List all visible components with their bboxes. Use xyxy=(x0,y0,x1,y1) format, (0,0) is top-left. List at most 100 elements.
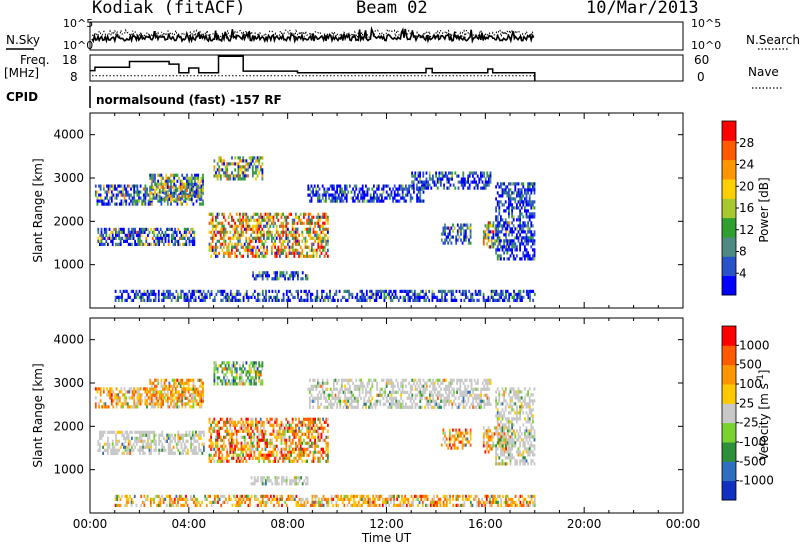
power-cell xyxy=(519,233,521,237)
velocity-cell xyxy=(253,432,256,436)
power-cell xyxy=(187,185,190,189)
power-cell xyxy=(463,292,466,296)
power-cell xyxy=(250,227,252,231)
power-cell xyxy=(120,184,123,188)
velocity-cell xyxy=(138,387,140,391)
power-cell xyxy=(451,177,453,181)
power-cell xyxy=(444,226,446,230)
power-cell xyxy=(525,188,528,192)
power-cell xyxy=(152,173,155,177)
power-cell xyxy=(497,227,500,231)
power-cell xyxy=(157,191,160,195)
velocity-cell xyxy=(366,399,369,403)
power-cell xyxy=(111,230,114,234)
velocity-cell xyxy=(255,447,257,451)
velocity-cell xyxy=(202,399,204,403)
power-cell xyxy=(369,295,371,299)
velocity-cell xyxy=(187,402,190,406)
velocity-cell xyxy=(210,423,212,427)
power-cell xyxy=(520,188,523,192)
power-cell xyxy=(182,191,185,195)
velocity-cell xyxy=(307,423,310,427)
power-cell xyxy=(311,221,313,225)
power-cell xyxy=(329,199,332,203)
power-cell xyxy=(99,196,102,200)
power-cell xyxy=(259,251,262,255)
power-cell xyxy=(134,239,136,243)
velocity-cell xyxy=(170,396,172,400)
power-cell xyxy=(464,232,467,236)
power-cell xyxy=(232,218,235,222)
velocity-cell xyxy=(161,445,164,449)
power-cell xyxy=(456,174,458,178)
power-cell xyxy=(173,194,176,198)
power-cell xyxy=(533,185,536,189)
velocity-cell xyxy=(178,381,180,385)
velocity-cell xyxy=(148,442,151,446)
velocity-cell xyxy=(240,367,243,371)
power-cell xyxy=(267,218,270,222)
velocity-cell xyxy=(406,396,409,400)
power-cell xyxy=(323,212,326,216)
power-cell xyxy=(274,295,277,299)
power-cell xyxy=(501,191,504,195)
power-cell xyxy=(372,295,375,299)
power-cell xyxy=(322,230,324,234)
power-cell xyxy=(137,233,140,237)
velocity-cell xyxy=(149,393,152,397)
velocity-cell xyxy=(193,445,196,449)
velocity-cell xyxy=(150,381,153,385)
power-cell xyxy=(111,233,114,237)
power-cell xyxy=(184,194,187,198)
velocity-cell xyxy=(133,393,136,397)
velocity-cell xyxy=(333,384,335,388)
velocity-cell xyxy=(258,438,260,442)
velocity-cell xyxy=(229,444,232,448)
power-cell xyxy=(444,238,446,242)
power-cell xyxy=(256,218,259,222)
power-cell xyxy=(446,174,449,178)
velocity-cell xyxy=(247,432,249,436)
velocity-cell xyxy=(99,387,102,391)
power-cell xyxy=(388,289,391,293)
velocity-cell xyxy=(173,384,176,388)
power-cell xyxy=(160,202,163,206)
power-cell xyxy=(329,289,331,293)
noise-panel-frame xyxy=(89,21,684,51)
velocity-cell xyxy=(393,390,396,394)
power-cell xyxy=(224,230,227,234)
velocity-cell xyxy=(433,399,436,403)
power-cell xyxy=(312,248,315,252)
velocity-cell xyxy=(355,405,358,409)
velocity-cell xyxy=(158,393,161,397)
power-cell xyxy=(388,295,391,299)
velocity-cell xyxy=(432,387,434,391)
power-cell xyxy=(503,251,505,255)
power-cell xyxy=(291,242,294,246)
velocity-cell xyxy=(216,370,219,374)
velocity-cell xyxy=(369,402,372,406)
velocity-cell xyxy=(438,405,441,409)
velocity-cell xyxy=(149,387,152,391)
power-cell xyxy=(266,221,268,225)
velocity-cell xyxy=(290,444,292,448)
power-cell xyxy=(304,242,307,246)
velocity-cell xyxy=(137,436,140,440)
power-cell xyxy=(184,188,187,192)
velocity-cell xyxy=(116,439,119,443)
power-cell xyxy=(242,245,244,249)
power-cell xyxy=(186,185,188,189)
velocity-cell xyxy=(429,378,431,382)
velocity-cell xyxy=(327,450,329,454)
power-cell xyxy=(283,224,286,228)
power-cell xyxy=(165,185,168,189)
velocity-cell xyxy=(232,379,235,383)
power-cell xyxy=(263,245,265,249)
power-cell xyxy=(290,233,292,237)
power-cell xyxy=(208,245,211,249)
power-cell xyxy=(120,199,123,203)
power-cell xyxy=(375,292,378,296)
velocity-cell xyxy=(109,387,112,391)
velocity-cell xyxy=(326,378,329,382)
power-cell xyxy=(293,254,296,258)
